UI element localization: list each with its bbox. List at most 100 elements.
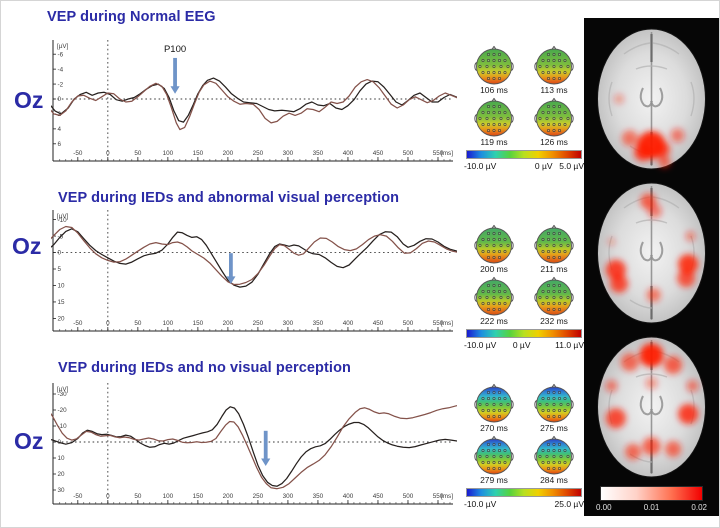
svg-text:20: 20: [58, 471, 66, 478]
colorbar-label-max: 11.0 µV: [555, 340, 584, 350]
svg-text:[ms]: [ms]: [441, 493, 453, 500]
svg-text:10: 10: [58, 283, 66, 290]
svg-text:2: 2: [58, 111, 62, 118]
svg-text:150: 150: [193, 320, 204, 327]
svg-text:550: 550: [433, 150, 444, 157]
probability-colorbar-label: 0.00: [596, 503, 612, 512]
colorbar-label-max: 5.0 µV: [559, 161, 584, 171]
topomap-timestamp: 270 ms: [480, 423, 508, 433]
topomap-timestamp: 113 ms: [540, 85, 568, 95]
vep-waveform-plot: -50 0 50 100 150 200 250 300 350 400 450 500 550 [ms]…: [47, 37, 480, 169]
svg-text:50: 50: [134, 320, 142, 327]
svg-text:[µV]: [µV]: [57, 213, 69, 220]
svg-text:550: 550: [433, 320, 444, 327]
probability-colorbar: [600, 486, 703, 501]
down-arrow-icon: [226, 253, 236, 284]
svg-text:100: 100: [163, 320, 174, 327]
topomap-head: [472, 43, 516, 87]
svg-text:300: 300: [283, 493, 294, 500]
brain-axial-slice: [584, 332, 719, 482]
svg-text:10: 10: [58, 455, 66, 462]
svg-text:[ms]: [ms]: [441, 320, 453, 327]
svg-text:250: 250: [253, 150, 264, 157]
svg-text:250: 250: [253, 493, 264, 500]
voltage-colorbar: [466, 488, 582, 497]
svg-text:0: 0: [106, 493, 110, 500]
probability-colorbar-label: 0.02: [691, 503, 707, 512]
svg-text:150: 150: [193, 150, 204, 157]
svg-text:-50: -50: [73, 150, 83, 157]
svg-text:15: 15: [58, 299, 66, 306]
svg-text:500: 500: [403, 493, 414, 500]
svg-text:450: 450: [373, 493, 384, 500]
channel-label: Oz: [12, 233, 42, 259]
svg-text:300: 300: [283, 320, 294, 327]
p100-annotation: P100: [164, 44, 186, 55]
vep-waveform-plot: -50 0 50 100 150 200 250 300 350 400 450 500 550 [ms]…: [47, 380, 480, 512]
activation-overlay: [605, 343, 699, 460]
svg-text:-4: -4: [58, 66, 64, 73]
svg-text:200: 200: [223, 493, 234, 500]
topomap-panel: 106 ms 113 ms 119 ms 126 ms -10.0 µV 0 µ…: [464, 43, 584, 171]
topomap-panel: 270 ms 275 ms 279 ms 284 ms -10.0 µV 25.…: [464, 381, 584, 509]
svg-text:-20: -20: [58, 407, 68, 414]
svg-text:20: 20: [58, 316, 66, 323]
topomap-timestamp: 275 ms: [540, 423, 568, 433]
channel-label: Oz: [14, 428, 44, 454]
topomap-timestamp: 222 ms: [480, 316, 508, 326]
voltage-colorbar: [466, 329, 582, 338]
brain-axial-slice: [584, 24, 719, 174]
down-arrow-icon: [261, 430, 271, 466]
probability-colorbar-label: 0.01: [643, 503, 660, 512]
svg-text:30: 30: [58, 487, 66, 494]
topomap-head: [472, 381, 516, 425]
svg-text:250: 250: [253, 320, 264, 327]
topomap-timestamp: 211 ms: [540, 264, 568, 274]
condition-title-ieds-abnormal: VEP during IEDs and abnormal visual perc…: [58, 190, 400, 206]
topomap-head: [532, 274, 576, 318]
svg-text:0: 0: [106, 320, 110, 327]
channel-label: Oz: [14, 87, 44, 113]
svg-text:-2: -2: [58, 81, 64, 88]
topomap-head: [532, 381, 576, 425]
colorbar-label-max: 25.0 µV: [554, 499, 584, 509]
down-arrow-icon: [170, 57, 180, 94]
topomap-timestamp: 126 ms: [540, 137, 568, 147]
svg-text:50: 50: [134, 493, 142, 500]
topomap-head: [532, 222, 576, 266]
topomap-timestamp: 119 ms: [480, 137, 508, 147]
svg-text:450: 450: [373, 320, 384, 327]
svg-text:[µV]: [µV]: [57, 386, 69, 393]
colorbar-label-min: -10.0 µV: [464, 340, 497, 350]
svg-text:-10: -10: [58, 423, 68, 430]
colorbar-label-min: -10.0 µV: [464, 161, 497, 171]
topomap-head: [532, 43, 576, 87]
topomap-timestamp: 106 ms: [480, 85, 508, 95]
svg-text:350: 350: [313, 150, 324, 157]
topomap-head: [472, 433, 516, 477]
svg-text:0: 0: [106, 150, 110, 157]
svg-text:-6: -6: [58, 51, 64, 58]
svg-text:-50: -50: [73, 320, 83, 327]
svg-text:400: 400: [343, 320, 354, 327]
svg-text:[ms]: [ms]: [441, 150, 453, 157]
brain-axial-slice: [584, 178, 719, 328]
topomap-timestamp: 200 ms: [480, 264, 508, 274]
topomap-timestamp: 284 ms: [540, 475, 568, 485]
activation-overlay: [605, 193, 699, 302]
svg-text:50: 50: [134, 150, 142, 157]
svg-text:200: 200: [223, 320, 234, 327]
topomap-head: [532, 433, 576, 477]
vep-waveform-plot: -50 0 50 100 150 200 250 300 350 400 450 500 550 [ms]…: [47, 207, 480, 339]
colorbar-label-zero: 0 µV: [512, 340, 531, 350]
svg-text:100: 100: [163, 493, 174, 500]
topomap-timestamp: 232 ms: [540, 316, 568, 326]
topomap-head: [532, 95, 576, 139]
svg-text:4: 4: [58, 126, 62, 133]
svg-text:350: 350: [313, 493, 324, 500]
topomap-head: [472, 274, 516, 318]
mri-panel: 0.00 0.01 0.02: [584, 18, 719, 516]
topomap-head: [472, 95, 516, 139]
svg-text:400: 400: [343, 150, 354, 157]
